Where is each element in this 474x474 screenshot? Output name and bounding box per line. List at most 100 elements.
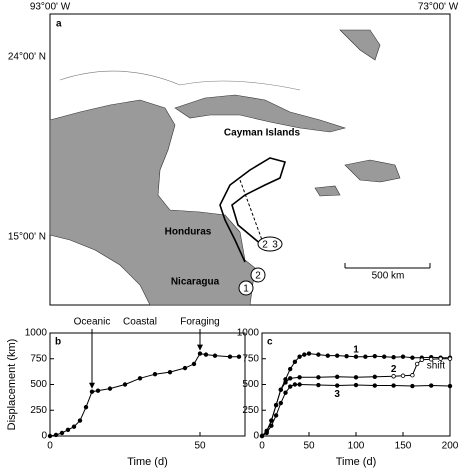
- point: [344, 353, 349, 359]
- point: [227, 354, 233, 359]
- point: [283, 380, 288, 385]
- marker-label: 2: [255, 271, 261, 282]
- point: [414, 361, 420, 367]
- point: [283, 390, 288, 395]
- point: [71, 424, 77, 429]
- y-tick-label: 0: [41, 431, 47, 442]
- point: [335, 374, 340, 379]
- point: [297, 382, 302, 387]
- point: [167, 369, 173, 375]
- x-tick-label: 50: [194, 441, 206, 452]
- point: [316, 352, 321, 357]
- arrow-head: [197, 344, 203, 351]
- point: [278, 400, 283, 406]
- marker-circle: [257, 236, 283, 252]
- panel-label: a: [56, 19, 62, 30]
- line: [49, 353, 239, 437]
- point: [447, 383, 453, 389]
- point: [269, 423, 274, 428]
- point: [89, 389, 95, 394]
- point: [197, 351, 203, 356]
- series-label: 1: [353, 344, 359, 355]
- land-jamaica: [314, 185, 341, 197]
- point: [264, 430, 269, 436]
- y-tick-label: 0: [253, 431, 259, 442]
- point: [288, 366, 293, 372]
- point: [335, 383, 340, 388]
- point: [410, 355, 415, 360]
- track: [219, 157, 287, 263]
- marker-label: 2: [262, 240, 268, 251]
- x-tick-label: 100: [348, 441, 365, 452]
- point: [273, 402, 279, 408]
- point: [302, 352, 307, 357]
- marker-circle: [250, 267, 266, 283]
- panel-label: b: [55, 337, 61, 348]
- point: [335, 353, 340, 358]
- lat-label: 15°00' N: [8, 232, 46, 243]
- point: [212, 353, 218, 358]
- point: [297, 375, 302, 380]
- place-label: Cayman Islands: [224, 128, 301, 139]
- point: [363, 354, 368, 359]
- scale-label: 500 km: [372, 271, 405, 282]
- point: [278, 387, 283, 392]
- point: [419, 357, 424, 362]
- point: [429, 357, 434, 362]
- point: [107, 386, 113, 391]
- marker-label: 3: [272, 240, 278, 251]
- x-tick-label: 50: [303, 441, 315, 452]
- land-florida: [339, 29, 381, 61]
- annotation: Oceanic: [74, 317, 111, 328]
- point: [297, 354, 302, 359]
- y-tick-label: 1000: [237, 328, 260, 339]
- y-tick-label: 750: [242, 353, 259, 364]
- point: [59, 430, 65, 436]
- point: [53, 432, 59, 438]
- point: [400, 373, 406, 378]
- y-tick-label: 500: [242, 379, 259, 390]
- place-label: Nicaragua: [171, 277, 220, 288]
- point: [382, 354, 387, 359]
- point: [353, 354, 359, 359]
- marker-circle: [238, 280, 254, 296]
- annotation: shift: [427, 361, 446, 372]
- line: [261, 384, 451, 437]
- point: [447, 356, 453, 361]
- point: [122, 382, 128, 387]
- lon-label: 93°00' W: [30, 2, 71, 13]
- land-cuba: [174, 94, 347, 133]
- arrow-head: [89, 382, 95, 389]
- point: [372, 374, 377, 379]
- point: [316, 382, 321, 388]
- point: [191, 361, 197, 367]
- point: [410, 383, 415, 389]
- x-axis-label: Time (d): [127, 456, 168, 468]
- shelf-line: [59, 70, 301, 91]
- x-tick-label: 0: [259, 441, 265, 452]
- series-label: 3: [334, 389, 340, 400]
- x-tick-label: 150: [395, 441, 412, 452]
- point: [353, 375, 359, 380]
- y-tick-label: 250: [30, 405, 47, 416]
- point: [391, 374, 396, 379]
- point: [47, 433, 53, 439]
- y-tick-label: 750: [30, 353, 47, 364]
- land-hispaniola: [344, 159, 401, 183]
- point: [353, 382, 359, 388]
- point: [152, 372, 158, 377]
- annotation: Foraging: [180, 317, 219, 328]
- place-label: Honduras: [165, 227, 212, 238]
- point: [288, 384, 293, 389]
- point: [372, 353, 377, 359]
- point: [400, 354, 406, 359]
- x-tick-label: 200: [442, 441, 459, 452]
- point: [137, 376, 143, 381]
- point: [95, 388, 101, 393]
- point: [292, 382, 298, 387]
- point: [438, 356, 443, 361]
- y-tick-label: 1000: [25, 328, 48, 339]
- point: [316, 375, 321, 380]
- point: [83, 404, 89, 410]
